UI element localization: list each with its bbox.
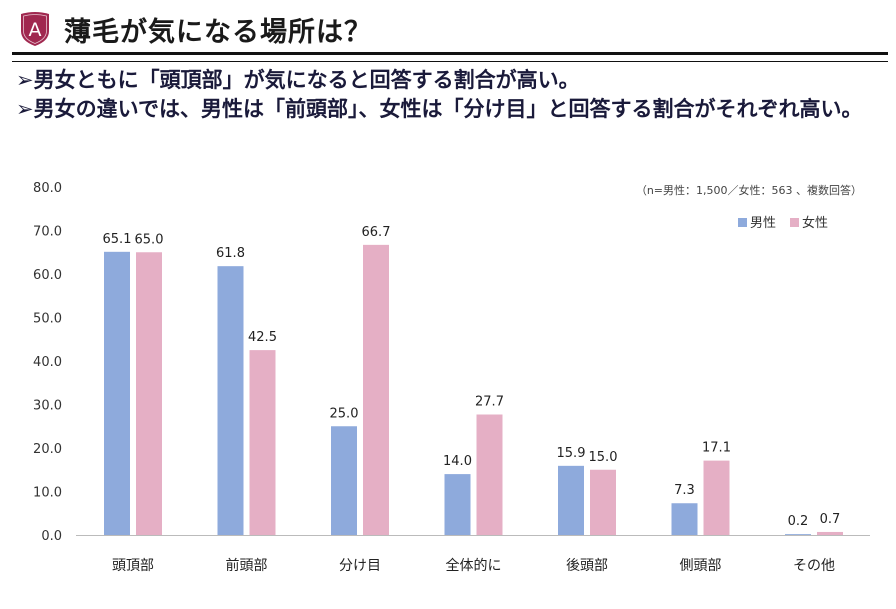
page-title: 薄毛が気になる場所は？ xyxy=(64,17,372,48)
x-tick-label: 分け目 xyxy=(339,558,381,574)
arrow-bullet-icon: ➢ xyxy=(16,97,34,121)
legend: 男性 女性 xyxy=(738,212,828,231)
arrow-bullet-icon: ➢ xyxy=(16,68,34,92)
bar-male xyxy=(217,266,244,535)
summary-bullets: ➢男女ともに「頭頂部」が気になると回答する割合が高い。 ➢男女の違いでは、男性は… xyxy=(16,66,886,124)
data-label: 17.1 xyxy=(702,441,731,456)
logo-shield-icon: A xyxy=(21,12,49,46)
data-label: 7.3 xyxy=(674,483,695,498)
x-tick-label: 全体的に xyxy=(446,557,502,574)
x-tick-label: 後頭部 xyxy=(566,558,608,574)
bar-female xyxy=(590,469,616,535)
bullet-1: ➢男女ともに「頭頂部」が気になると回答する割合が高い。 xyxy=(16,68,580,92)
data-label: 27.7 xyxy=(475,395,504,410)
sample-note: （n=男性：1,500／女性：563 、複数回答） xyxy=(635,184,862,197)
y-tick-label: 80.0 xyxy=(33,181,62,196)
divider xyxy=(12,61,888,62)
data-label: 15.0 xyxy=(589,450,618,465)
bar-male xyxy=(671,503,698,535)
bar-female xyxy=(476,414,503,535)
data-label: 65.0 xyxy=(135,232,164,247)
y-tick-label: 60.0 xyxy=(33,268,62,283)
x-tick-label: 前頭部 xyxy=(226,557,268,574)
bar-male xyxy=(331,426,357,535)
x-tick-label: 頭頂部 xyxy=(112,558,154,574)
data-label: 0.7 xyxy=(820,512,841,527)
bar-male xyxy=(785,534,811,535)
data-label: 0.2 xyxy=(788,514,809,529)
legend-item-male: 男性 xyxy=(738,212,776,231)
x-tick-label: その他 xyxy=(793,558,835,574)
data-label: 25.0 xyxy=(330,406,359,421)
data-label: 61.8 xyxy=(216,246,245,261)
data-label: 65.1 xyxy=(103,232,132,247)
bar-male xyxy=(104,251,130,535)
bar-female xyxy=(703,460,730,535)
y-tick-label: 50.0 xyxy=(33,312,62,327)
bar-male xyxy=(444,474,471,535)
svg-text:A: A xyxy=(29,19,42,41)
y-tick-label: 0.0 xyxy=(41,529,62,544)
bullet-2: ➢男女の違いでは、男性は「前頭部」、女性は「分け目」と回答する割合がそれぞれ高い… xyxy=(16,97,863,121)
bar-female xyxy=(363,244,389,536)
bar-female xyxy=(817,531,843,535)
bar-male xyxy=(558,465,584,535)
y-tick-label: 70.0 xyxy=(33,225,62,240)
legend-item-female: 女性 xyxy=(790,212,828,231)
data-label: 66.7 xyxy=(362,225,391,240)
bar-female xyxy=(249,350,276,535)
y-tick-label: 20.0 xyxy=(33,442,62,457)
x-tick-label: 側頭部 xyxy=(680,558,722,574)
y-tick-label: 10.0 xyxy=(33,486,62,501)
data-label: 14.0 xyxy=(443,454,472,469)
y-tick-label: 40.0 xyxy=(33,355,62,370)
data-label: 15.9 xyxy=(557,446,586,461)
bar-female xyxy=(136,252,162,535)
divider xyxy=(12,52,888,55)
y-tick-label: 30.0 xyxy=(33,399,62,414)
data-label: 42.5 xyxy=(248,330,277,345)
